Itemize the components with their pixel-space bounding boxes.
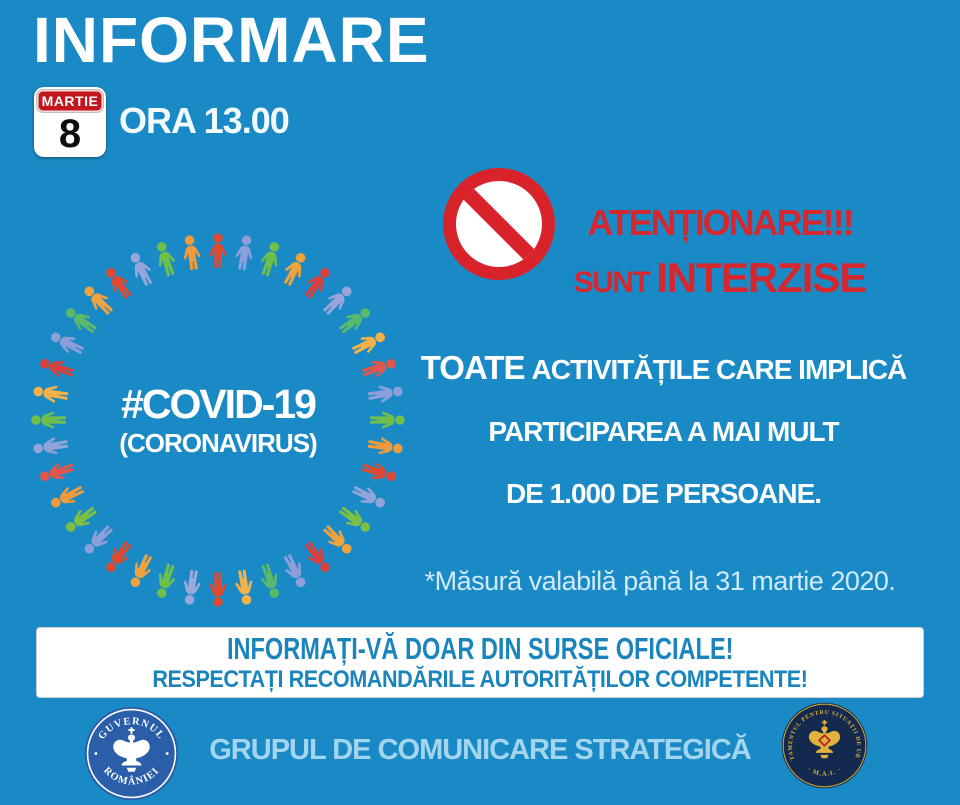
validity-footnote: *Măsură valabilă până la 31 martie 2020. (424, 566, 896, 596)
official-sources-box: INFORMAȚI-VĂ DOAR DIN SURSE OFICIALE! RE… (36, 627, 924, 698)
ring-person (316, 518, 360, 562)
emergency-department-logo: DEPARTAMENTUL PENTRU SITUAȚII DE URGENȚĂ… (781, 702, 868, 789)
ring-person (98, 261, 140, 305)
ring-person (296, 261, 338, 305)
ring-person (45, 477, 89, 517)
ring-person (252, 238, 288, 280)
message-line-3: DE 1.000 DE PERSOANE. (505, 478, 822, 509)
people-circle: #COVID-19 (CORONAVIRUS) (28, 230, 408, 610)
coronavirus-label: (CORONAVIRUS) (119, 428, 317, 458)
time-label: ORA 13.00 (119, 100, 290, 141)
notice-line-2: RESPECTAȚI RECOMANDĂRILE AUTORITĂȚILOR C… (152, 666, 808, 693)
svg-text:· M.A.I. ·: · M.A.I. · (806, 766, 843, 778)
ring-person (98, 535, 140, 579)
ring-person (122, 549, 162, 593)
ring-person (275, 549, 315, 593)
calendar-icon: MARTIE 8 (34, 87, 106, 157)
ring-person (148, 238, 184, 280)
ring-person (316, 279, 360, 323)
ring-person (77, 518, 121, 562)
ring-person (176, 567, 207, 607)
warning-subtitle: SUNT INTERZISE (500, 254, 940, 302)
message-line-2: PARTICIPAREA A MAI MULT (488, 416, 839, 447)
ring-person (31, 407, 67, 433)
ring-person (59, 498, 103, 540)
ring-person (333, 498, 377, 540)
ring-person (176, 233, 207, 273)
ring-person (36, 350, 78, 386)
ring-person (229, 567, 260, 607)
ring-person (275, 247, 315, 291)
gov-logo-left-dot (94, 752, 98, 755)
ring-person (347, 477, 391, 517)
main-message: TOATE ACTIVITĂȚILE CARE IMPLICĂ PARTICIPA… (391, 349, 936, 537)
dsu-mai-text: · M.A.I. · (806, 766, 842, 778)
ring-person (148, 560, 184, 602)
ring-person (45, 324, 89, 364)
ring-person (358, 350, 400, 386)
ring-person (31, 431, 71, 462)
ring-person (369, 407, 405, 433)
ring-person (296, 535, 338, 579)
ring-person (365, 431, 405, 462)
gov-logo-right-dot (165, 752, 169, 755)
message-line-1-rest: ACTIVITĂȚILE CARE IMPLICĂ (531, 354, 908, 385)
ring-person (77, 279, 121, 323)
ring-person (333, 300, 377, 342)
ring-person (205, 571, 231, 607)
ring-person (31, 378, 71, 409)
ring-person (252, 560, 288, 602)
warning-subtitle-prefix: SUNT (573, 266, 651, 299)
ring-person (229, 233, 260, 273)
dsu-logo-rim (782, 703, 867, 788)
ring-person (59, 300, 103, 342)
gov-logo-ring (86, 708, 177, 799)
message-line-1-lead: TOATE (420, 349, 526, 386)
message-line-1: TOATE ACTIVITĂȚILE CARE IMPLICĂ (391, 349, 936, 389)
calendar-day-label: 8 (58, 112, 82, 156)
ring-person (358, 454, 400, 490)
ring-person (36, 454, 78, 490)
government-romania-logo: GUVERNUL ROMÂNIEI (84, 706, 179, 801)
calendar-month-label: MARTIE (37, 90, 103, 112)
ring-person (365, 378, 405, 409)
ring-center-text: #COVID-19 (CORONAVIRUS) (28, 230, 408, 610)
footer-label: GRUPUL DE COMUNICARE STRATEGICĂ (209, 734, 752, 766)
covid-hashtag: #COVID-19 (121, 381, 317, 427)
ring-person (347, 324, 391, 364)
dsu-eagle-emblem (808, 720, 841, 759)
romanian-eagle-emblem (113, 727, 150, 772)
page-title: INFORMARE (33, 4, 430, 76)
warning-subtitle-emphasis: INTERZISE (656, 254, 867, 301)
notice-line-1: INFORMAȚI-VĂ DOAR DIN SURSE OFICIALE! (226, 631, 734, 666)
warning-title: ATENȚIONARE!!! (587, 202, 854, 243)
ring-person (205, 233, 231, 269)
ring-person (122, 247, 162, 291)
